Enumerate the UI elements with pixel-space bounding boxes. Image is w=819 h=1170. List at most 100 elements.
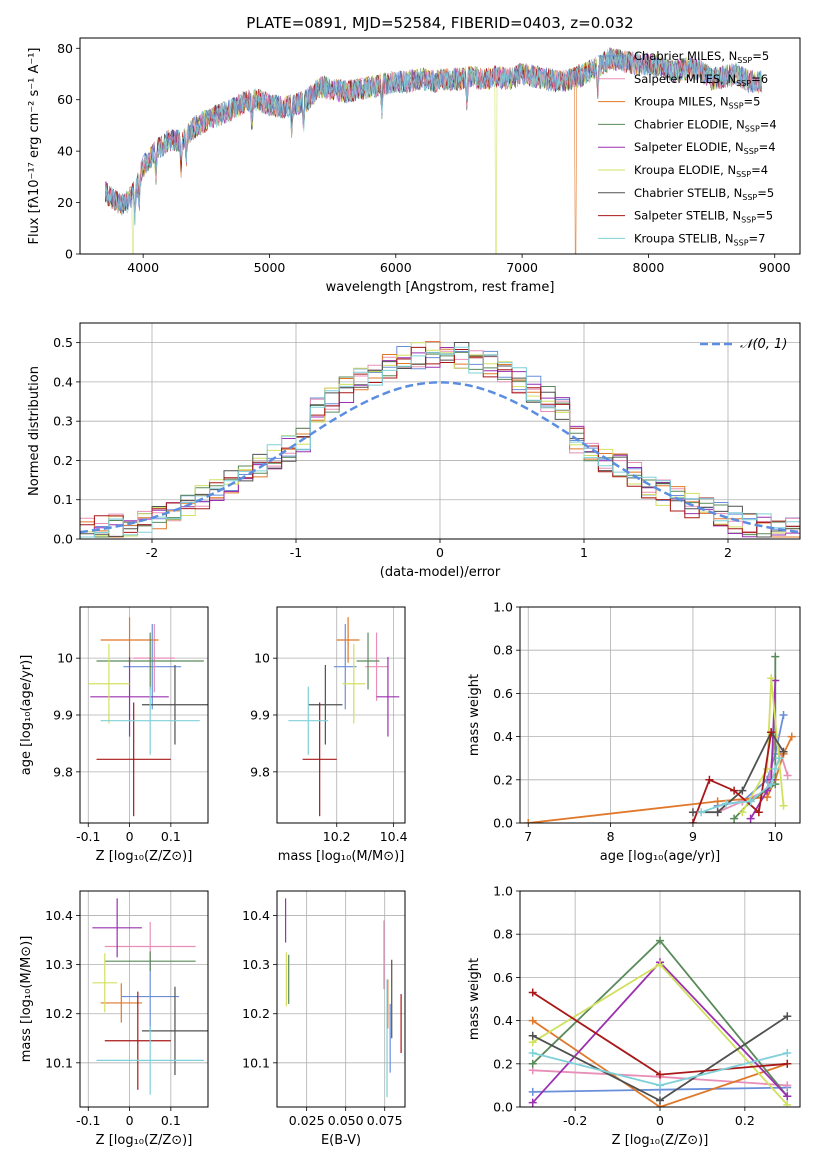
weight-marker <box>783 1100 792 1107</box>
x-tick-label: 9 <box>689 829 697 844</box>
y-tick-label: 0.2 <box>493 772 513 787</box>
weight-marker <box>656 1096 664 1105</box>
weight-marker <box>656 960 664 969</box>
x-tick-label: -2 <box>146 545 158 560</box>
weight-marker <box>779 747 788 756</box>
y-tick-label: 10.2 <box>45 1006 73 1021</box>
weight-marker <box>528 988 537 997</box>
y-tick-label: 0.5 <box>53 335 73 350</box>
x-tick-label: 10.2 <box>323 829 351 844</box>
legend-label: Kroupa ELODIE, NSSP=4 <box>634 163 768 179</box>
plot-area <box>284 898 402 1098</box>
legend-label: Salpeter ELODIE, NSSP=4 <box>634 140 776 156</box>
weight-marker <box>767 728 776 737</box>
normal-curve <box>80 381 800 534</box>
plot-area <box>92 898 208 1095</box>
x-axis-label: Z [log₁₀(Z/Z⊙)] <box>612 1133 709 1148</box>
axes-frame <box>519 606 801 824</box>
panel-residuals: -2 -1 0 1 2 0.0 0.1 0.2 0.3 0.4 0.5 (data-model)/er… <box>27 322 801 580</box>
y-tick-label: 10.3 <box>242 957 270 972</box>
panel-mass-weight-vs-Z: -0.2 0 0.2 0.0 0.2 0.4 0.6 0.8 1.0 Z [log₁₀(Z/Z⊙)… <box>467 884 801 1148</box>
y-tick-label: 0.0 <box>53 532 73 547</box>
weight-marker <box>697 808 706 817</box>
x-tick-label: 2 <box>724 545 732 560</box>
weight-marker <box>771 676 780 685</box>
panel-spectrum: 4000 5000 6000 7000 8000 9000 0 20 40 60 80 wavelen… <box>27 37 801 295</box>
plot-area <box>88 617 208 817</box>
legend-label: Kroupa MILES, NSSP=5 <box>634 95 760 111</box>
weight-marker <box>767 674 776 683</box>
weight-marker <box>754 808 763 817</box>
y-tick-label: 0.0 <box>493 1100 513 1115</box>
y-tick-label: 60 <box>57 92 73 107</box>
weight-marker <box>528 1016 537 1025</box>
weight-marker <box>771 652 780 661</box>
weight-marker <box>721 799 730 808</box>
x-tick-label: 7 <box>524 829 532 844</box>
x-tick-label: 0.050 <box>328 1113 364 1128</box>
y-tick-label: 10.2 <box>242 1006 270 1021</box>
x-axis-label: age [log₁₀(age/yr)] <box>600 849 721 864</box>
y-tick-label: 0.1 <box>53 492 73 507</box>
axes-frame <box>79 606 209 824</box>
x-tick-label: 0.1 <box>161 1113 181 1128</box>
x-tick-label: -0.2 <box>563 1113 587 1128</box>
legend: 𝒩(0, 1) <box>700 337 787 352</box>
y-tick-label: 0.2 <box>493 1056 513 1071</box>
legend-label: Chabrier ELODIE, NSSP=4 <box>634 117 777 133</box>
y-tick-label: 0.4 <box>493 729 513 744</box>
weight-marker <box>528 1087 537 1096</box>
panel-age-vs-Z: -0.1 0 0.1 9.8 9.9 10 Z [log₁₀(Z/Z⊙)] age [log₁… <box>19 606 209 864</box>
weight-marker <box>783 1012 792 1021</box>
y-tick-label: 80 <box>57 41 73 56</box>
weight-marker <box>783 1092 792 1101</box>
panel-mass-vs-ebv: 0.025 0.050 0.075 10.1 10.2 10.3 10.4 E(B-V) <box>242 890 406 1148</box>
axes-frame <box>519 890 801 1108</box>
weight-marker <box>528 1059 537 1068</box>
x-tick-label: 0 <box>436 545 444 560</box>
y-tick-label: 10 <box>254 651 270 666</box>
weight-marker <box>783 771 792 780</box>
chart-title: PLATE=0891, MJD=52584, FIBERID=0403, z=0… <box>246 14 633 32</box>
x-axis-label: Z [log₁₀(Z/Z⊙)] <box>96 1133 193 1148</box>
x-tick-label: 9000 <box>759 260 791 275</box>
x-axis-label: (data-model)/error <box>380 565 501 580</box>
y-tick-label: 10.3 <box>45 957 73 972</box>
y-tick-label: 10.1 <box>242 1055 270 1070</box>
weight-marker <box>783 1049 792 1057</box>
weight-marker <box>787 732 796 741</box>
weight-marker <box>779 801 788 810</box>
y-tick-label: 0.4 <box>493 1013 513 1028</box>
weight-marker <box>713 797 722 806</box>
x-tick-label: -1 <box>290 545 302 560</box>
weight-marker <box>528 1049 537 1057</box>
y-tick-label: 10.4 <box>242 908 270 923</box>
y-tick-label: 0 <box>65 247 73 262</box>
x-tick-label: 4000 <box>127 260 159 275</box>
plot-area <box>105 47 762 254</box>
panel-age-vs-mass: 10.2 10.4 9.8 9.9 10 mass [log₁₀(M/M⊙)] <box>250 606 408 864</box>
legend-label: Chabrier STELIB, NSSP=5 <box>634 186 774 202</box>
y-tick-label: 0.3 <box>53 414 73 429</box>
x-axis-label: E(B-V) <box>321 1133 361 1148</box>
y-tick-label: 0.8 <box>493 927 513 942</box>
weight-marker <box>779 711 788 719</box>
y-tick-label: 10.1 <box>45 1055 73 1070</box>
weight-marker <box>775 754 784 763</box>
y-axis-label: Flux [fλ10⁻¹⁷ erg cm⁻² s⁻¹ A⁻¹] <box>27 48 42 245</box>
weight-marker <box>524 819 533 823</box>
y-axis-label: Normed distribution <box>27 366 42 496</box>
axes-frame <box>276 606 406 824</box>
plot-area <box>524 652 796 823</box>
y-tick-label: 0.6 <box>493 686 513 701</box>
y-tick-label: 1.0 <box>493 600 513 615</box>
weight-marker <box>746 797 755 806</box>
weight-marker <box>656 1070 664 1079</box>
y-axis-label: age [log₁₀(age/yr)] <box>19 655 34 776</box>
x-axis-label: Z [log₁₀(Z/Z⊙)] <box>96 849 193 864</box>
x-tick-label: -0.1 <box>76 1113 100 1128</box>
y-tick-label: 9.9 <box>53 708 73 723</box>
weight-marker <box>746 814 755 823</box>
weight-marker <box>730 814 739 823</box>
